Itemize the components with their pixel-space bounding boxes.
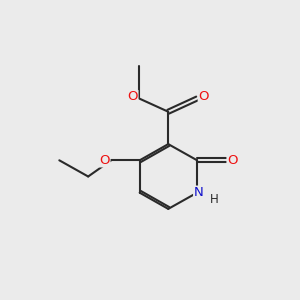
Text: O: O [198, 91, 209, 103]
Text: H: H [210, 193, 219, 206]
Text: N: N [194, 186, 203, 199]
Text: O: O [227, 154, 238, 167]
Text: O: O [99, 154, 110, 167]
Text: O: O [128, 91, 138, 103]
